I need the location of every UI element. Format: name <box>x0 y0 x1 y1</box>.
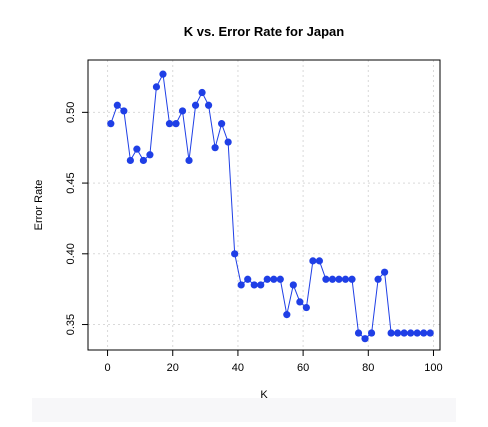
x-tick-label: 0 <box>104 362 110 374</box>
y-axis-label: Error Rate <box>33 180 45 231</box>
data-point <box>159 70 167 78</box>
x-tick-label: 40 <box>232 362 244 374</box>
data-point <box>263 275 271 283</box>
data-point <box>198 88 206 97</box>
data-point <box>309 257 317 265</box>
data-point <box>224 138 232 146</box>
grid-layer <box>88 60 440 350</box>
data-point <box>283 311 291 319</box>
x-axis-label: K <box>260 389 268 401</box>
data-point <box>257 281 265 289</box>
data-point <box>407 329 415 337</box>
x-tick-label: 60 <box>297 362 309 374</box>
data-point <box>133 145 141 153</box>
plot-frame <box>87 59 441 351</box>
data-point <box>315 257 324 265</box>
y-tick-label: 0.40 <box>65 243 77 264</box>
y-tick-label: 0.50 <box>65 102 77 123</box>
axis-layer: 0 20 40 60 80 100 0.35 0.40 0.45 0.50 <box>65 102 443 374</box>
data-point <box>231 250 239 258</box>
data-point <box>328 275 337 283</box>
data-point <box>289 281 297 289</box>
data-point <box>322 275 330 283</box>
data-point <box>420 329 428 337</box>
data-point <box>413 329 421 337</box>
data-point <box>178 107 187 115</box>
data-point <box>400 329 408 337</box>
data-point <box>204 101 213 109</box>
series-layer <box>107 70 434 343</box>
x-tick-label: 80 <box>362 362 374 374</box>
data-point <box>426 329 434 337</box>
data-point <box>139 156 148 165</box>
data-point <box>237 281 245 289</box>
data-point <box>361 335 369 343</box>
bottom-band <box>32 398 456 422</box>
y-tick-label: 0.45 <box>65 172 77 193</box>
data-point <box>296 298 304 306</box>
data-point <box>270 275 278 283</box>
data-point <box>394 329 402 337</box>
data-point <box>374 275 382 283</box>
data-point <box>354 329 363 337</box>
y-tick-label: 0.35 <box>65 314 77 335</box>
data-point <box>107 120 115 128</box>
data-point <box>244 275 252 283</box>
data-point <box>172 120 180 128</box>
series-line <box>110 72 431 340</box>
data-point <box>250 281 258 289</box>
data-point <box>120 107 128 115</box>
data-point <box>367 329 376 337</box>
data-point <box>152 83 161 91</box>
data-point <box>191 101 200 109</box>
data-point <box>380 268 389 276</box>
x-tick-label: 100 <box>424 362 442 374</box>
data-point <box>335 275 343 283</box>
data-point <box>146 151 154 159</box>
data-point <box>185 156 193 165</box>
data-point <box>387 329 395 337</box>
data-point <box>211 144 219 152</box>
chart-title: K vs. Error Rate for Japan <box>184 24 344 39</box>
data-point <box>341 275 350 283</box>
data-point <box>348 275 356 283</box>
data-point <box>218 120 226 128</box>
data-point <box>126 156 134 165</box>
x-tick-label: 20 <box>167 362 179 374</box>
data-point <box>113 101 121 109</box>
data-point <box>276 275 284 283</box>
data-point <box>302 303 310 312</box>
data-point <box>165 120 174 128</box>
